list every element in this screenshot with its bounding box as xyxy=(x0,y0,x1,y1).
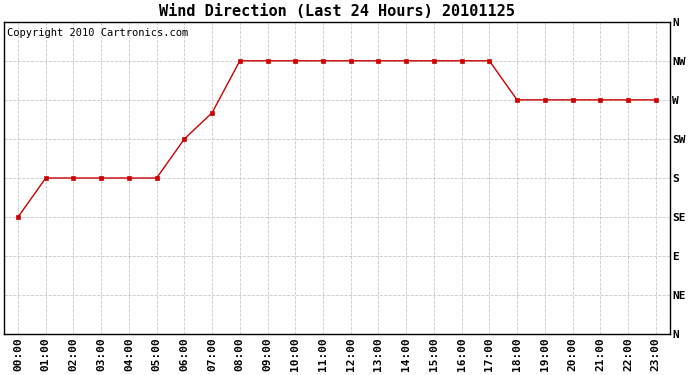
Text: Copyright 2010 Cartronics.com: Copyright 2010 Cartronics.com xyxy=(8,28,189,38)
Title: Wind Direction (Last 24 Hours) 20101125: Wind Direction (Last 24 Hours) 20101125 xyxy=(159,4,515,19)
